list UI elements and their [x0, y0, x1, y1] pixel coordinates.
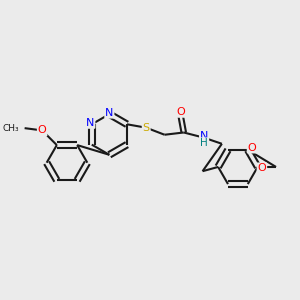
- Text: S: S: [142, 123, 150, 133]
- Text: O: O: [38, 125, 46, 135]
- Text: N: N: [200, 130, 208, 141]
- Text: O: O: [257, 164, 266, 173]
- Text: O: O: [176, 107, 185, 117]
- Text: N: N: [105, 108, 113, 118]
- Text: N: N: [86, 118, 94, 128]
- Text: O: O: [248, 142, 256, 153]
- Text: CH₃: CH₃: [3, 124, 20, 133]
- Text: H: H: [200, 138, 208, 148]
